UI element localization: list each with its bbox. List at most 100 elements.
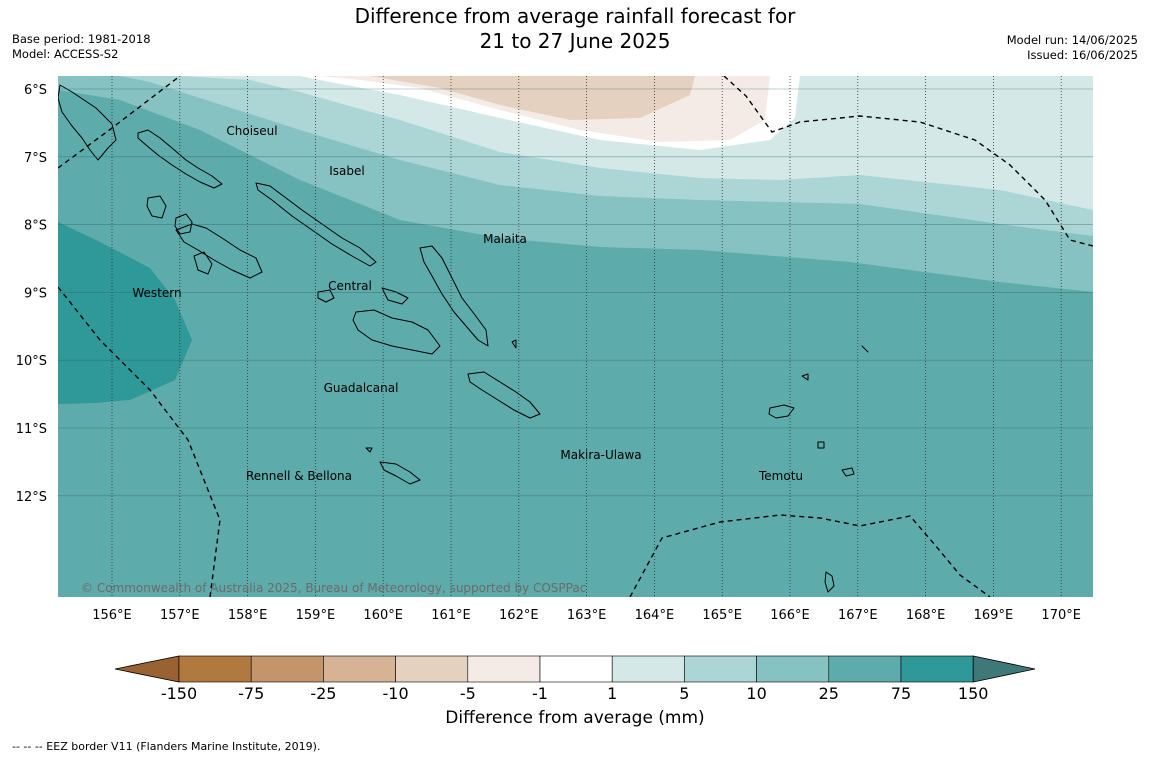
colorbar-swatch (900, 655, 974, 683)
longitude-label: 160°E (363, 608, 403, 623)
coastlines (58, 84, 869, 593)
map-title: Difference from average rainfall forecas… (275, 4, 875, 54)
longitude-label: 165°E (702, 608, 742, 623)
region-makira-ulawa: Makira-Ulawa (560, 448, 641, 462)
longitude-label: 157°E (160, 608, 200, 623)
island-isabel (255, 182, 377, 267)
colorbar-tick-label: 1 (607, 684, 617, 703)
copyright-text: © Commonwealth of Australia 2025, Bureau… (81, 581, 586, 595)
region-labels: Choiseul Isabel Malaita Western Central … (132, 124, 803, 483)
longitude-label: 163°E (567, 608, 607, 623)
colorbar-swatch (684, 655, 757, 683)
island-florida (317, 289, 335, 303)
colorbar-tick-label: 5 (679, 684, 689, 703)
longitude-label: 169°E (974, 608, 1014, 623)
island-vanikoro (841, 467, 855, 477)
colorbar-swatch (178, 655, 252, 683)
latitude-label: 6°S (24, 83, 47, 98)
island-makira (467, 371, 541, 419)
island-santa-cruz (768, 404, 795, 419)
latitude-label: 12°S (16, 490, 47, 505)
island-guadalcanal (352, 309, 441, 355)
base-period-text: Base period: 1981-2018 (12, 32, 151, 46)
model-text: Model: ACCESS-S2 (12, 47, 119, 61)
colorbar-tick-label: -25 (310, 684, 336, 703)
colorbar-tick-label: -1 (532, 684, 548, 703)
region-western: Western (132, 286, 181, 300)
colorbar-swatch (395, 655, 469, 683)
colorbar-swatch (467, 655, 541, 683)
colorbar-swatch (756, 655, 830, 683)
latitude-label: 7°S (24, 151, 47, 166)
latitude-axis: 6°S 7°S 8°S 9°S 10°S 11°S 12°S (16, 83, 47, 505)
longitude-label: 161°E (431, 608, 471, 623)
meta-right: Model run: 14/06/2025 Issued: 16/06/2025 (1007, 33, 1138, 63)
colorbar-ticks: -150 -75 -25 -10 -5 -1 1 5 10 25 75 150 (161, 684, 989, 703)
eez-legend: -- -- -- EEZ border V11 (Flanders Marine… (12, 740, 321, 753)
latitude-label: 8°S (24, 219, 47, 234)
latitude-label: 9°S (24, 286, 47, 301)
colorbar-title: Difference from average (mm) (445, 708, 705, 728)
longitude-label: 170°E (1041, 608, 1081, 623)
colorbar-extend-low (114, 655, 180, 683)
colorbar-tick-label: 10 (746, 684, 766, 703)
colorbar-tick-label: 150 (958, 684, 989, 703)
eez-line-northwest (58, 76, 181, 169)
eez-line-west (58, 286, 221, 597)
eez-borders (58, 76, 1093, 597)
shade-band-75 (58, 222, 192, 404)
region-isabel: Isabel (329, 164, 364, 178)
island-duff (861, 345, 869, 353)
meta-left: Base period: 1981-2018 Model: ACCESS-S2 (12, 32, 151, 62)
island-new-georgia (175, 223, 263, 279)
title-line-1: Difference from average rainfall forecas… (354, 4, 796, 28)
region-choiseul: Choiseul (226, 124, 277, 138)
island-reef (801, 373, 809, 381)
graticule (58, 76, 1093, 597)
colorbar-swatch (828, 655, 902, 683)
colorbar-tick-label: 25 (819, 684, 839, 703)
colorbar-swatch (250, 655, 324, 683)
latitude-label: 10°S (16, 354, 47, 369)
longitude-label: 166°E (770, 608, 810, 623)
region-rennell-bellona: Rennell & Bellona (246, 469, 352, 483)
longitude-label: 164°E (635, 608, 675, 623)
longitude-label: 158°E (228, 608, 268, 623)
longitude-label: 159°E (296, 608, 336, 623)
colorbar-tick-label: -75 (238, 684, 264, 703)
longitude-label: 167°E (838, 608, 878, 623)
title-line-2: 21 to 27 June 2025 (479, 29, 671, 53)
latitude-label: 11°S (16, 422, 47, 437)
island-choiseul (137, 129, 223, 189)
island-tikopia (817, 441, 825, 449)
model-run-text: Model run: 14/06/2025 (1006, 33, 1138, 47)
colorbar (114, 655, 1036, 683)
region-malaita: Malaita (483, 232, 527, 246)
colorbar-tick-label: -5 (460, 684, 476, 703)
island-vella (146, 195, 167, 219)
colorbar-tick-label: -150 (161, 684, 197, 703)
longitude-label: 156°E (92, 608, 132, 623)
island-sikaiana (511, 339, 517, 349)
longitude-label: 168°E (906, 608, 946, 623)
island-bellona (365, 447, 373, 453)
colorbar-swatch (611, 655, 685, 683)
colorbar-tick-label: -10 (383, 684, 409, 703)
colorbar-extend-high (972, 655, 1036, 683)
region-guadalcanal: Guadalcanal (324, 381, 399, 395)
island-russell (381, 287, 409, 305)
issued-text: Issued: 16/06/2025 (1027, 48, 1138, 62)
island-malaita (419, 245, 489, 347)
island-rennell (379, 461, 421, 485)
colorbar-swatch (323, 655, 396, 683)
island-shortland (58, 84, 117, 161)
colorbar-tick-label: 75 (891, 684, 911, 703)
island-anuta (824, 571, 835, 593)
island-rendova (193, 251, 213, 275)
longitude-label: 162°E (499, 608, 539, 623)
eez-line-northeast (723, 76, 1093, 247)
region-central: Central (328, 279, 372, 293)
colorbar-swatch (539, 655, 613, 683)
region-temotu: Temotu (758, 469, 803, 483)
